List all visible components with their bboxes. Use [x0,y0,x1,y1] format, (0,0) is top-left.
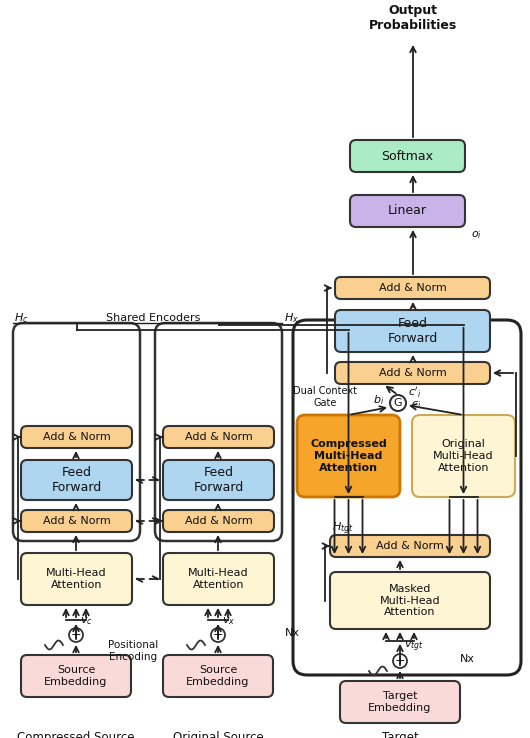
Text: Nx: Nx [460,654,475,664]
Text: Original Source: Original Source [173,731,263,738]
Text: Target: Target [382,731,418,738]
FancyBboxPatch shape [21,655,131,697]
Text: Multi-Head
Attention: Multi-Head Attention [188,568,249,590]
FancyBboxPatch shape [163,460,274,500]
Text: +: + [395,655,405,667]
Text: Add & Norm: Add & Norm [378,283,446,293]
FancyBboxPatch shape [297,415,400,497]
Text: Positional
Encoding: Positional Encoding [108,640,158,662]
FancyBboxPatch shape [335,310,490,352]
Text: Output
Probabilities: Output Probabilities [369,4,457,32]
Text: Dual Context
Gate: Dual Context Gate [293,386,357,408]
Circle shape [69,628,83,642]
Text: Linear: Linear [388,204,427,218]
FancyBboxPatch shape [163,510,274,532]
Text: $b_i$: $b_i$ [373,393,384,407]
FancyBboxPatch shape [335,277,490,299]
Text: Add & Norm: Add & Norm [184,516,252,526]
Text: Source
Embedding: Source Embedding [45,665,108,687]
Circle shape [393,654,407,668]
FancyBboxPatch shape [21,510,132,532]
Text: $v_c$: $v_c$ [80,615,93,627]
Text: $c_i$: $c_i$ [411,399,421,411]
FancyBboxPatch shape [340,681,460,723]
Text: Feed
Forward: Feed Forward [193,466,244,494]
Text: Feed
Forward: Feed Forward [387,317,438,345]
Text: Add & Norm: Add & Norm [378,368,446,378]
Text: $v_x$: $v_x$ [222,615,235,627]
Text: Add & Norm: Add & Norm [184,432,252,442]
Text: Shared Encoders: Shared Encoders [106,313,200,323]
Text: $v_{tgt}$: $v_{tgt}$ [404,640,424,654]
FancyBboxPatch shape [412,415,515,497]
Text: $H_{tgt}$: $H_{tgt}$ [332,521,354,537]
Text: +: + [70,629,81,641]
FancyBboxPatch shape [163,553,274,605]
FancyBboxPatch shape [21,553,132,605]
Text: $c'_i$: $c'_i$ [408,385,421,401]
Text: Source
Embedding: Source Embedding [187,665,250,687]
FancyBboxPatch shape [163,426,274,448]
Text: Nx: Nx [285,628,300,638]
Circle shape [390,395,406,411]
FancyBboxPatch shape [21,460,132,500]
Text: Compressed
Multi-Head
Attention: Compressed Multi-Head Attention [310,439,387,472]
Text: Feed
Forward: Feed Forward [51,466,102,494]
Text: $o_i$: $o_i$ [471,229,482,241]
Text: Target
Embedding: Target Embedding [368,692,432,713]
Text: Add & Norm: Add & Norm [42,432,110,442]
Text: Original
Multi-Head
Attention: Original Multi-Head Attention [433,439,494,472]
Text: $H_x$: $H_x$ [284,311,299,325]
Circle shape [211,628,225,642]
Text: G: G [394,398,402,408]
Text: $H_c$: $H_c$ [14,311,29,325]
Text: Add & Norm: Add & Norm [376,541,444,551]
Text: Softmax: Softmax [382,150,434,162]
FancyBboxPatch shape [330,535,490,557]
FancyBboxPatch shape [335,362,490,384]
Text: +: + [213,629,223,641]
FancyBboxPatch shape [163,655,273,697]
FancyBboxPatch shape [350,195,465,227]
Text: Multi-Head
Attention: Multi-Head Attention [46,568,107,590]
FancyBboxPatch shape [350,140,465,172]
FancyBboxPatch shape [21,426,132,448]
Text: Masked
Multi-Head
Attention: Masked Multi-Head Attention [379,584,440,617]
FancyBboxPatch shape [330,572,490,629]
Text: Add & Norm: Add & Norm [42,516,110,526]
Text: Compressed Source: Compressed Source [17,731,135,738]
